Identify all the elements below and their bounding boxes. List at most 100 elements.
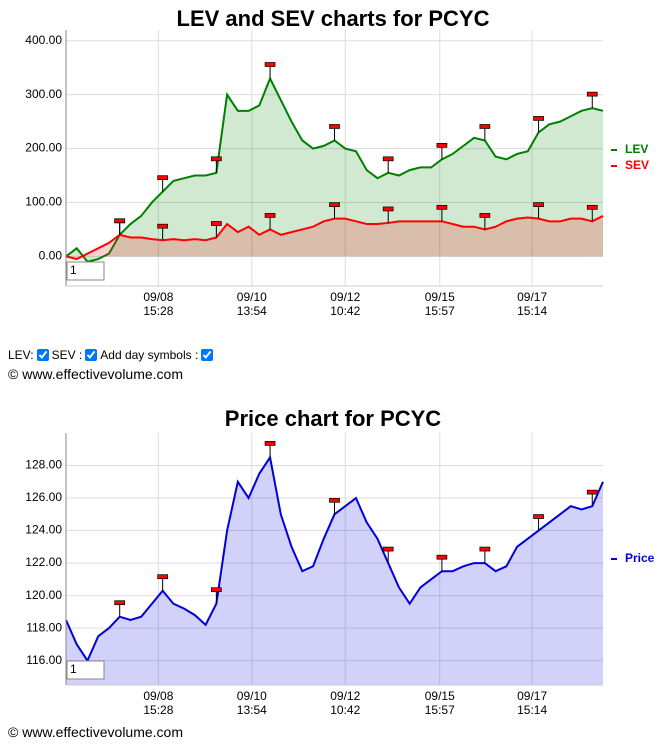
copyright: © www.effectivevolume.com <box>8 724 184 740</box>
flag <box>436 204 448 210</box>
day-symbol <box>157 223 169 241</box>
day-symbol <box>436 142 448 160</box>
copyright: © www.effectivevolume.com <box>8 366 184 382</box>
day-symbol <box>264 213 276 230</box>
y-tick-label: 122.00 <box>25 555 62 569</box>
flag <box>157 223 169 229</box>
flag <box>533 514 544 519</box>
flag <box>329 202 340 207</box>
y-tick-label: 100.00 <box>25 195 62 209</box>
flag <box>479 213 491 218</box>
flag <box>264 62 276 67</box>
day-symbol <box>533 202 544 219</box>
flag <box>211 156 222 162</box>
zoom-box-label: 1 <box>70 263 77 277</box>
flag <box>329 497 340 503</box>
day-symbol <box>264 62 276 79</box>
sev-checkbox[interactable] <box>85 349 98 361</box>
x-tick-label: 09/08 15:28 <box>143 290 173 318</box>
y-tick-label: 116.00 <box>26 653 62 667</box>
flag <box>479 124 491 129</box>
y-tick-label: 200.00 <box>25 141 62 155</box>
flag <box>157 574 169 580</box>
chart-title: LEV and SEV charts for PCYC <box>177 6 490 31</box>
day-symbol <box>479 213 491 230</box>
y-tick-label: 118.00 <box>26 620 62 634</box>
sev-label: SEV : <box>51 348 83 362</box>
day-symbol <box>533 116 544 133</box>
y-tick-label: 126.00 <box>25 490 62 504</box>
area <box>66 78 603 262</box>
y-tick-label: 0.00 <box>39 249 63 263</box>
x-tick-label: 09/15 15:57 <box>425 689 455 717</box>
day-symbol <box>382 206 394 223</box>
zoom-box <box>66 261 105 281</box>
legend-label: SEV <box>625 158 649 172</box>
flag <box>211 587 222 593</box>
day-symbol <box>329 497 340 515</box>
x-tick-label: 09/15 15:57 <box>425 290 455 318</box>
lev-checkbox[interactable] <box>36 349 49 361</box>
day-symbol <box>586 91 598 109</box>
flag <box>114 218 126 224</box>
flag <box>211 221 222 226</box>
day-symbol <box>479 124 491 141</box>
flag <box>436 142 448 148</box>
day-symbols-label: Add day symbols : <box>100 348 199 362</box>
y-tick-label: 120.00 <box>25 588 62 602</box>
x-tick-label: 09/17 15:14 <box>517 689 547 717</box>
day-symbol <box>114 600 126 617</box>
day-symbol <box>382 156 394 173</box>
flag <box>586 489 598 495</box>
legend-label: Price <box>625 551 655 565</box>
chart-title: Price chart for PCYC <box>225 406 442 431</box>
x-tick-label: 09/17 15:14 <box>517 290 547 318</box>
line <box>65 215 604 261</box>
y-tick-label: 300.00 <box>25 87 62 101</box>
x-tick-label: 09/12 10:42 <box>330 290 360 318</box>
day-symbol <box>114 218 126 235</box>
flag <box>533 202 544 207</box>
day-symbol <box>382 546 394 564</box>
zoom-box-label: 1 <box>70 662 77 676</box>
plot-area <box>66 30 603 286</box>
y-tick-label: 124.00 <box>25 523 62 537</box>
day-symbols-checkbox[interactable] <box>201 349 214 361</box>
day-symbol <box>436 204 448 222</box>
day-symbol <box>157 175 169 192</box>
area <box>66 457 603 685</box>
plot-area <box>66 433 603 685</box>
day-symbol <box>211 221 222 238</box>
day-symbol <box>329 202 340 219</box>
flag <box>586 91 598 97</box>
day-symbol <box>157 574 169 591</box>
x-tick-label: 09/10 13:54 <box>237 290 267 318</box>
x-tick-label: 09/10 13:54 <box>237 689 267 717</box>
y-tick-label: 128.00 <box>25 458 62 472</box>
flag <box>382 206 394 212</box>
flag <box>264 213 276 218</box>
flag <box>479 546 491 552</box>
flag <box>114 600 126 606</box>
day-symbol <box>586 204 598 222</box>
day-symbol <box>211 156 222 173</box>
y-tick-label: 400.00 <box>25 33 62 47</box>
flag <box>382 546 394 552</box>
day-symbol <box>329 124 340 141</box>
flag <box>436 554 448 560</box>
day-symbol <box>533 514 544 531</box>
flag <box>586 204 598 210</box>
flag <box>533 116 544 121</box>
flag <box>329 124 340 129</box>
day-symbol <box>211 587 222 604</box>
day-symbol <box>586 489 598 507</box>
x-tick-label: 09/08 15:28 <box>143 689 173 717</box>
x-tick-label: 09/12 10:42 <box>330 689 360 717</box>
flag <box>382 156 394 162</box>
lev-label: LEV: <box>8 348 34 362</box>
legend-label: LEV <box>625 142 648 156</box>
day-symbol <box>479 546 491 564</box>
zoom-box <box>66 660 105 680</box>
